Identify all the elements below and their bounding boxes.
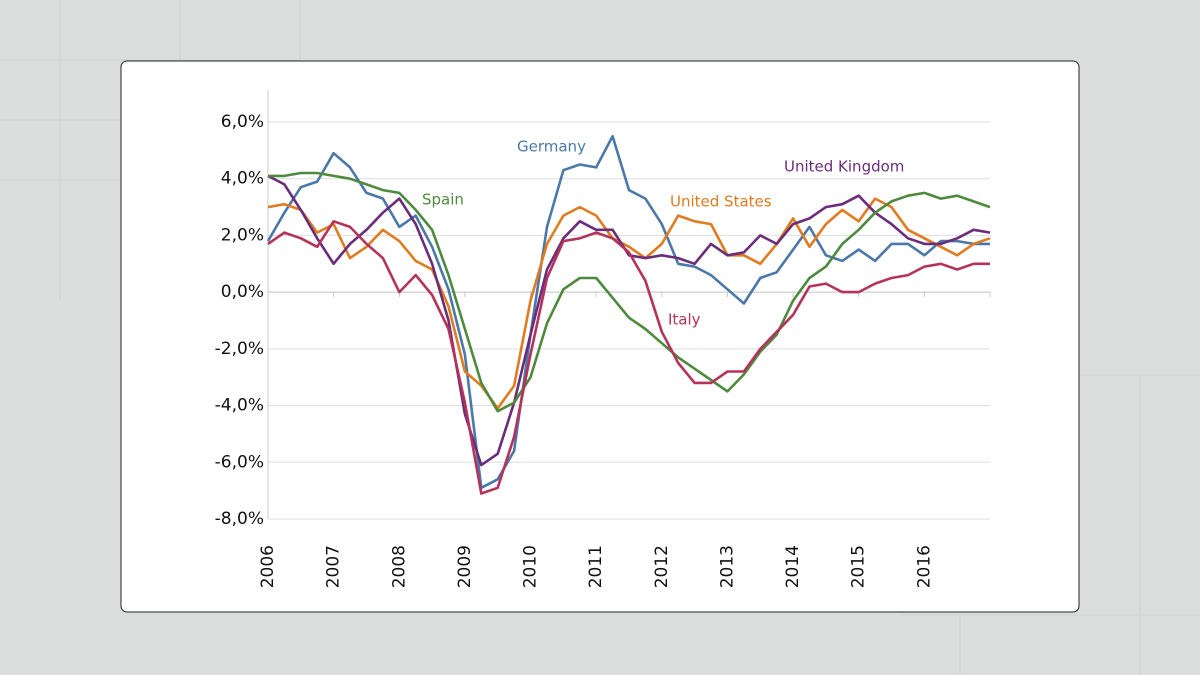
series-label: Spain — [422, 191, 464, 209]
x-tick-label: 2010 — [521, 545, 541, 588]
series-line — [268, 171, 991, 413]
x-tick-label: 2008 — [389, 545, 409, 588]
x-tick-label: 2011 — [586, 545, 606, 588]
x-tick-label: 2014 — [783, 545, 803, 588]
series-line — [267, 220, 990, 495]
y-tick-label: -8,0% — [215, 509, 264, 529]
y-tick-label: 4,0% — [221, 169, 264, 189]
x-tick-label: 2009 — [455, 545, 475, 588]
y-tick-label: -2,0% — [215, 339, 264, 359]
card — [120, 60, 1080, 613]
series-label: United States — [670, 193, 772, 211]
x-tick-label: 2007 — [324, 545, 344, 588]
y-tick-label: 0,0% — [221, 282, 264, 302]
y-tick-label: 2,0% — [221, 225, 264, 245]
x-tick-label: 2013 — [717, 545, 737, 588]
y-tick-label: 6,0% — [221, 112, 264, 132]
series-label: Germany — [517, 138, 586, 156]
series-label: Italy — [668, 311, 701, 329]
x-tick-label: 2016 — [914, 545, 934, 588]
series-line — [267, 174, 991, 467]
series-label: United Kingdom — [784, 158, 904, 176]
y-tick-label: -4,0% — [215, 396, 264, 416]
y-tick-label: -6,0% — [215, 452, 264, 472]
x-tick-label: 2012 — [652, 545, 672, 588]
plot: -8,0% -6,0% -4,0% -2,0% 0,0% 2,0% 4,0% 6,0% 2006… — [215, 90, 991, 588]
x-tick-label: 2015 — [849, 545, 869, 588]
x-tick-label: 2006 — [258, 545, 278, 588]
